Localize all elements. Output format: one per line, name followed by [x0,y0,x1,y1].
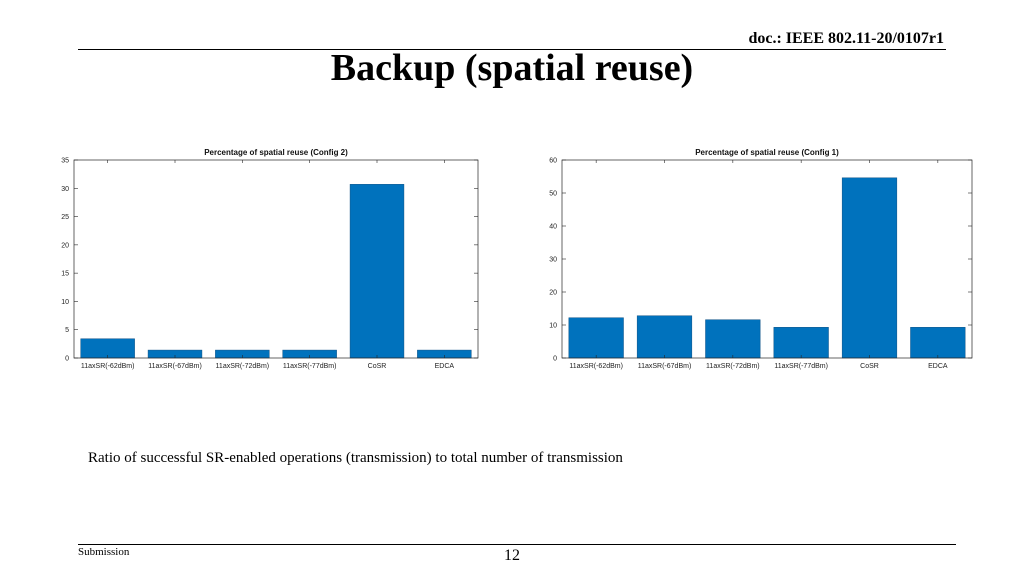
y-tick-label: 40 [549,224,557,231]
y-tick-label: 10 [549,323,557,330]
axes-box [73,159,479,359]
chart-title: Percentage of spatial reuse (Config 1) [695,148,839,157]
x-tick-label: EDCA [928,363,948,370]
doc-label: doc.: IEEE 802.11-20/0107r1 [748,30,944,47]
footer-rule [78,544,956,545]
x-tick-label: 11axSR(-62dBm) [81,363,135,370]
x-tick-label: CoSR [368,363,387,370]
footer-submission: Submission [78,546,130,558]
header-rule [78,49,946,50]
page-number: 12 [504,547,520,564]
bar-11axsr-72dbm- [705,319,761,359]
x-tick-label: 11axSR(-77dBm) [774,363,828,370]
bar-cosr [841,177,898,359]
x-tick-label: 11axSR(-67dBm) [638,363,692,370]
x-tick-label: 11axSR(-72dBm) [216,363,270,370]
chart-config-2: Percentage of spatial reuse (Config 2) 11… [40,142,490,382]
bar-edca [910,327,966,359]
y-tick-label: 15 [61,271,69,278]
y-tick-label: 60 [549,158,557,165]
chart-title: Percentage of spatial reuse (Config 2) [204,148,348,157]
chart-caption: Ratio of successful SR-enabled operation… [88,450,623,466]
y-tick-label: 10 [61,299,69,306]
slide-title: Backup (spatial reuse) [330,47,694,89]
bar-11axsr-67dbm- [636,315,693,359]
x-tick-label: 11axSR(-62dBm) [569,363,623,370]
y-tick-label: 0 [553,356,557,363]
x-tick-label: CoSR [860,363,879,370]
chart-config-2-svg: Percentage of spatial reuse (Config 2) 11… [61,148,479,370]
y-tick-label: 5 [65,327,69,334]
y-tick-label: 25 [61,214,69,221]
chart-config-1: Percentage of spatial reuse (Config 1) 11… [520,142,990,382]
x-tick-label: 11axSR(-72dBm) [706,363,760,370]
x-tick-label: 11axSR(-67dBm) [148,363,202,370]
chart-config-1-svg: Percentage of spatial reuse (Config 1) 11… [549,148,973,370]
y-tick-label: 30 [549,257,557,264]
y-tick-label: 20 [61,242,69,249]
y-tick-label: 30 [61,186,69,193]
bar-cosr [349,184,405,359]
bar-11axsr-62dbm- [568,317,624,359]
y-tick-label: 0 [65,356,69,363]
x-tick-label: EDCA [435,363,455,370]
x-tick-label: 11axSR(-77dBm) [283,363,337,370]
y-tick-label: 50 [549,191,557,198]
y-tick-label: 20 [549,290,557,297]
bar-11axsr-77dbm- [773,327,829,359]
y-tick-label: 35 [61,158,69,165]
